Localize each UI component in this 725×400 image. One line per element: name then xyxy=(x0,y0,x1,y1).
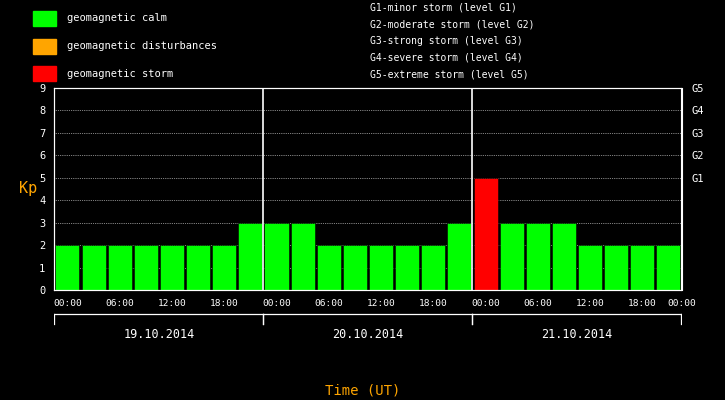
Text: 20.10.2014: 20.10.2014 xyxy=(332,328,404,341)
Bar xyxy=(33,11,56,26)
Text: Time (UT): Time (UT) xyxy=(325,383,400,397)
Bar xyxy=(160,245,184,290)
Bar xyxy=(212,245,236,290)
Y-axis label: Kp: Kp xyxy=(19,182,37,196)
Text: geomagnetic storm: geomagnetic storm xyxy=(67,69,173,79)
Bar xyxy=(134,245,158,290)
Bar xyxy=(291,223,315,290)
Bar xyxy=(186,245,210,290)
Bar xyxy=(265,223,289,290)
Bar xyxy=(604,245,628,290)
Bar xyxy=(395,245,419,290)
Text: geomagnetic disturbances: geomagnetic disturbances xyxy=(67,41,217,51)
Bar xyxy=(343,245,367,290)
Bar xyxy=(369,245,393,290)
Bar xyxy=(630,245,655,290)
Bar xyxy=(33,39,56,54)
Bar xyxy=(108,245,132,290)
Bar xyxy=(239,223,262,290)
Bar xyxy=(317,245,341,290)
Text: G2-moderate storm (level G2): G2-moderate storm (level G2) xyxy=(370,19,534,29)
Text: G3-strong storm (level G3): G3-strong storm (level G3) xyxy=(370,36,523,46)
Bar xyxy=(526,223,550,290)
Bar xyxy=(81,245,106,290)
Bar xyxy=(55,245,80,290)
Bar xyxy=(578,245,602,290)
Bar xyxy=(500,223,523,290)
Text: G1-minor storm (level G1): G1-minor storm (level G1) xyxy=(370,2,517,12)
Text: 21.10.2014: 21.10.2014 xyxy=(542,328,613,341)
Text: 19.10.2014: 19.10.2014 xyxy=(123,328,194,341)
Bar xyxy=(447,223,471,290)
Bar xyxy=(33,66,56,82)
Text: geomagnetic calm: geomagnetic calm xyxy=(67,14,167,24)
Bar xyxy=(656,245,681,290)
Bar xyxy=(421,245,445,290)
Text: G5-extreme storm (level G5): G5-extreme storm (level G5) xyxy=(370,70,529,80)
Text: G4-severe storm (level G4): G4-severe storm (level G4) xyxy=(370,53,523,63)
Bar xyxy=(552,223,576,290)
Bar xyxy=(473,178,497,290)
